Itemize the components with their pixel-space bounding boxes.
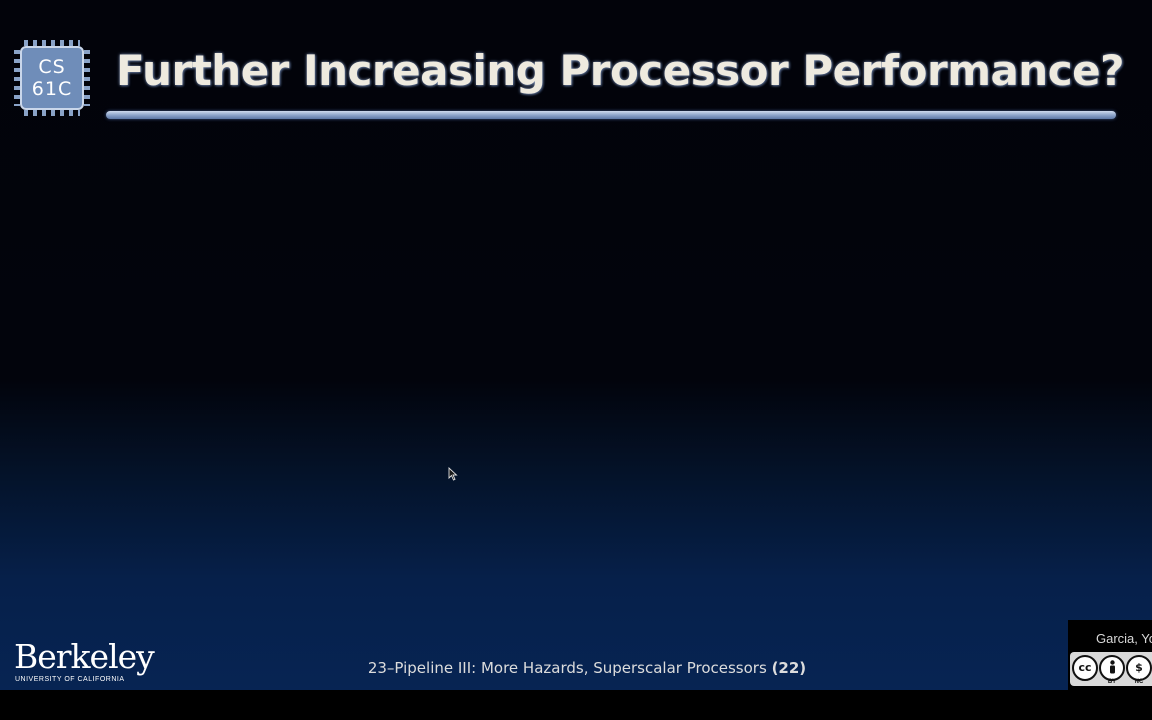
chip-pins-left xyxy=(14,50,20,106)
title-underline xyxy=(106,111,1116,119)
lecture-title: 23–Pipeline III: More Hazards, Superscal… xyxy=(367,659,767,677)
by-label: BY xyxy=(1107,679,1117,685)
nc-icon: $ xyxy=(1126,655,1152,681)
berkeley-wordmark: Berkeley xyxy=(14,637,155,676)
author-credit: Garcia, Yo xyxy=(1096,631,1152,646)
mouse-pointer-icon xyxy=(448,467,458,481)
chip-pins-right xyxy=(84,50,90,106)
cc-badge-background: cc $ ↻ BY NC xyxy=(1070,652,1152,686)
berkeley-subtitle: UNIVERSITY OF CALIFORNIA xyxy=(15,676,125,683)
by-icon xyxy=(1099,655,1125,681)
cs61c-chip-logo: CS 61C xyxy=(14,40,90,116)
slide-number: (22) xyxy=(771,659,807,677)
chip-body: CS 61C xyxy=(20,46,84,110)
chip-pins-top xyxy=(24,40,80,46)
berkeley-logo: Berkeley UNIVERSITY OF CALIFORNIA xyxy=(14,637,155,684)
person-icon xyxy=(1109,660,1115,674)
cc-icon: cc xyxy=(1072,655,1098,681)
logo-text: CS 61C xyxy=(31,56,73,100)
chip-pins-bottom xyxy=(24,110,80,116)
slide-title: Further Increasing Processor Performance… xyxy=(116,46,1124,95)
slide-footer: 23–Pipeline III: More Hazards, Superscal… xyxy=(300,658,874,678)
creative-commons-badge: cc $ ↻ BY NC xyxy=(1068,652,1152,686)
nc-label: NC xyxy=(1134,679,1144,685)
